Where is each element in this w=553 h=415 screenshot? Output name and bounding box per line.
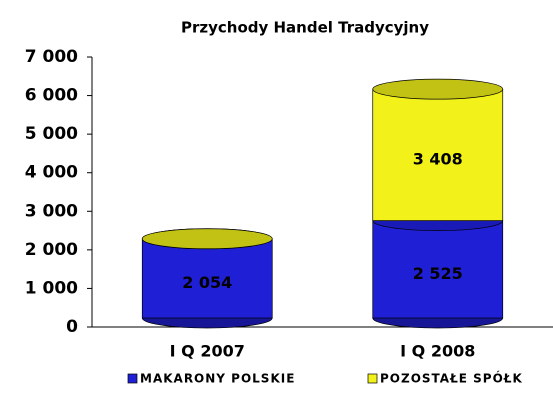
legend-label: POZOSTAŁE SPÓŁK	[380, 371, 523, 386]
y-tick-label: 3 000	[25, 201, 78, 221]
bar-segment	[372, 220, 504, 319]
y-tick-label: 6 000	[25, 86, 78, 106]
y-tick-label: 1 000	[25, 278, 78, 298]
data-label: 2 054	[182, 273, 232, 292]
cylinder-top	[141, 228, 273, 250]
legend-label: MAKARONY POLSKIE	[140, 372, 295, 386]
bar-segment	[141, 238, 273, 319]
y-tick-label: 4 000	[25, 163, 78, 183]
y-tick-label: 5 000	[25, 124, 78, 144]
data-label: 3 408	[413, 149, 463, 168]
y-tick-label: 2 000	[25, 240, 78, 260]
x-tick-label: I Q 2007	[170, 342, 245, 361]
bar-segment	[372, 88, 504, 221]
data-label: 2 525	[413, 264, 463, 283]
cylinder-top	[372, 78, 504, 100]
y-tick-label: 0	[66, 317, 78, 337]
y-tick-label: 7 000	[25, 47, 78, 67]
x-tick-label: I Q 2008	[400, 342, 475, 361]
legend-swatch	[127, 373, 138, 384]
chart-title: Przychody Handel Tradycyjny	[181, 19, 429, 37]
legend-swatch	[367, 373, 378, 384]
